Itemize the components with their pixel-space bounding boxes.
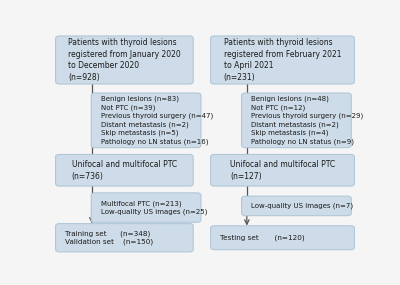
FancyBboxPatch shape xyxy=(91,193,201,222)
Text: Low-quality US images (n=7): Low-quality US images (n=7) xyxy=(251,203,353,209)
FancyBboxPatch shape xyxy=(56,36,193,84)
FancyBboxPatch shape xyxy=(242,93,351,148)
FancyBboxPatch shape xyxy=(91,93,201,148)
Text: Unifocal and multifocal PTC
(n=736): Unifocal and multifocal PTC (n=736) xyxy=(72,160,177,181)
FancyBboxPatch shape xyxy=(242,196,351,216)
Text: Multifocal PTC (n=213)
Low-quality US images (n=25): Multifocal PTC (n=213) Low-quality US im… xyxy=(100,200,207,215)
FancyBboxPatch shape xyxy=(56,224,193,252)
Text: Benign lesions (n=83)
Not PTC (n=39)
Previous thyroid surgery (n=47)
Distant met: Benign lesions (n=83) Not PTC (n=39) Pre… xyxy=(100,96,213,145)
Text: Testing set       (n=120): Testing set (n=120) xyxy=(220,235,304,241)
Text: Patients with thyroid lesions
registered from February 2021
to April 2021
(n=231: Patients with thyroid lesions registered… xyxy=(224,38,341,82)
Text: Patients with thyroid lesions
registered from January 2020
to December 2020
(n=9: Patients with thyroid lesions registered… xyxy=(68,38,181,82)
FancyBboxPatch shape xyxy=(210,154,354,186)
Text: Benign lesions (n=48)
Not PTC (n=12)
Previous thyroid surgery (n=29)
Distant met: Benign lesions (n=48) Not PTC (n=12) Pre… xyxy=(251,96,363,145)
Text: Unifocal and multifocal PTC
(n=127): Unifocal and multifocal PTC (n=127) xyxy=(230,160,335,181)
Text: Training set      (n=348)
Validation set    (n=150): Training set (n=348) Validation set (n=1… xyxy=(65,230,153,245)
FancyBboxPatch shape xyxy=(56,154,193,186)
FancyBboxPatch shape xyxy=(210,226,354,250)
FancyBboxPatch shape xyxy=(210,36,354,84)
